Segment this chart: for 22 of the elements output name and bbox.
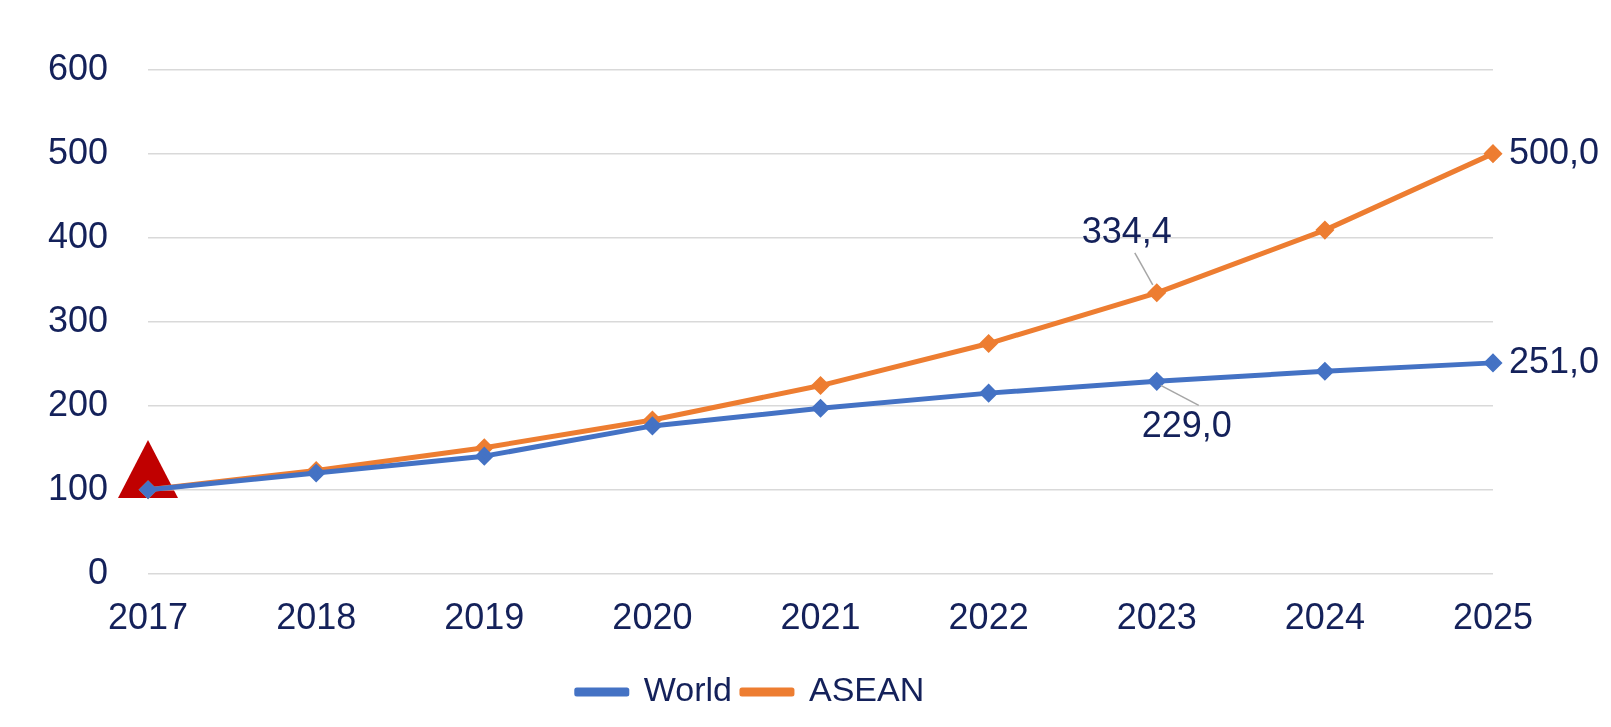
y-tick-label: 200 — [47, 382, 109, 424]
x-tick-label: 2025 — [1452, 596, 1534, 638]
x-tick-label: 2022 — [948, 596, 1029, 638]
y-tick-label: 400 — [47, 214, 109, 256]
y-tick-label: 0 — [88, 550, 109, 592]
y-tick-label: 300 — [47, 298, 109, 340]
legend-label: ASEAN — [808, 670, 925, 709]
x-tick-label: 2023 — [1116, 596, 1197, 638]
data-label: 229,0 — [1141, 404, 1232, 446]
y-tick-label: 500 — [47, 130, 109, 172]
data-label: 251,0 — [1509, 339, 1600, 381]
legend-label: World — [643, 670, 732, 709]
x-tick-label: 2020 — [612, 596, 693, 638]
x-tick-label: 2019 — [444, 596, 525, 638]
data-label: 500,0 — [1509, 130, 1600, 172]
y-tick-label: 100 — [47, 466, 109, 508]
data-label: 334,4 — [1081, 209, 1172, 251]
y-tick-label: 600 — [47, 46, 109, 88]
x-tick-label: 2021 — [780, 596, 861, 638]
x-tick-label: 2024 — [1284, 596, 1365, 638]
x-tick-label: 2018 — [276, 596, 357, 638]
x-tick-label: 2017 — [108, 596, 189, 638]
